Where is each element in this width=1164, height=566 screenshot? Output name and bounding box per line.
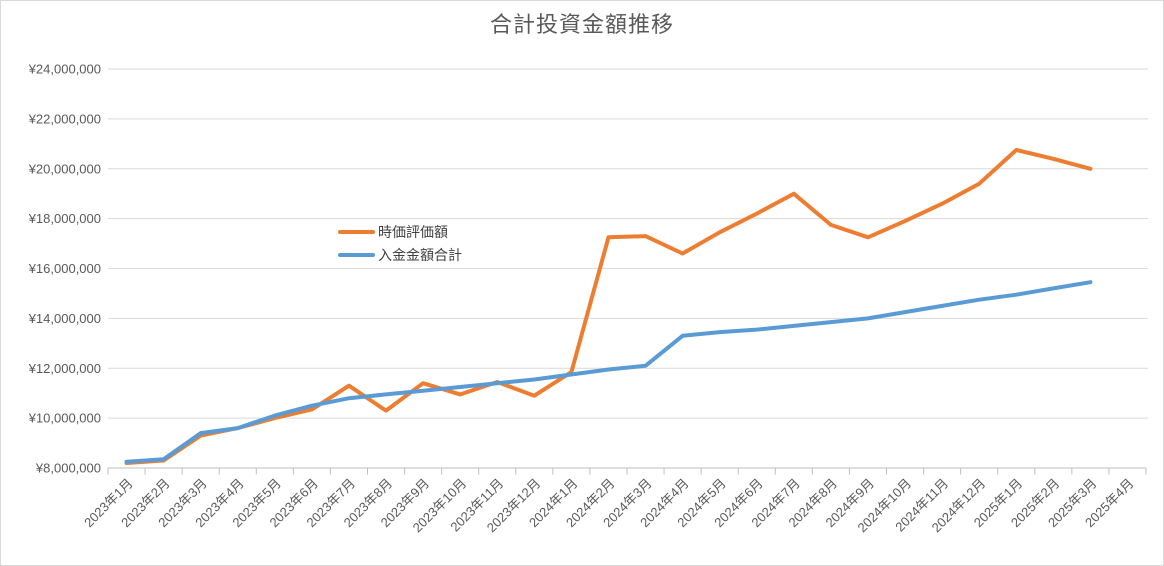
- y-axis-label: ¥16,000,000: [28, 261, 101, 276]
- legend-item-series-0[interactable]: 時価評価額: [338, 220, 462, 243]
- legend: 時価評価額 入金金額合計: [338, 220, 462, 266]
- y-axis-label: ¥18,000,000: [28, 211, 101, 226]
- y-axis-label: ¥24,000,000: [28, 62, 101, 77]
- series-line-1: [124, 280, 1093, 464]
- y-axis-label: ¥22,000,000: [28, 111, 101, 126]
- legend-item-series-1[interactable]: 入金金額合計: [338, 243, 462, 266]
- y-axis-label: ¥10,000,000: [28, 411, 101, 426]
- y-axis-label: ¥20,000,000: [28, 161, 101, 176]
- y-axis-label: ¥14,000,000: [28, 311, 101, 326]
- legend-line-swatch-orange: [338, 229, 375, 234]
- series-line-0: [124, 148, 1093, 465]
- y-axis-label: ¥12,000,000: [28, 361, 101, 376]
- legend-label: 入金金額合計: [378, 246, 462, 263]
- y-axis-label: ¥8,000,000: [35, 461, 101, 476]
- legend-label: 時価評価額: [378, 223, 448, 240]
- chart-title: 合計投資金額推移: [489, 12, 674, 37]
- legend-line-swatch-blue: [338, 252, 375, 257]
